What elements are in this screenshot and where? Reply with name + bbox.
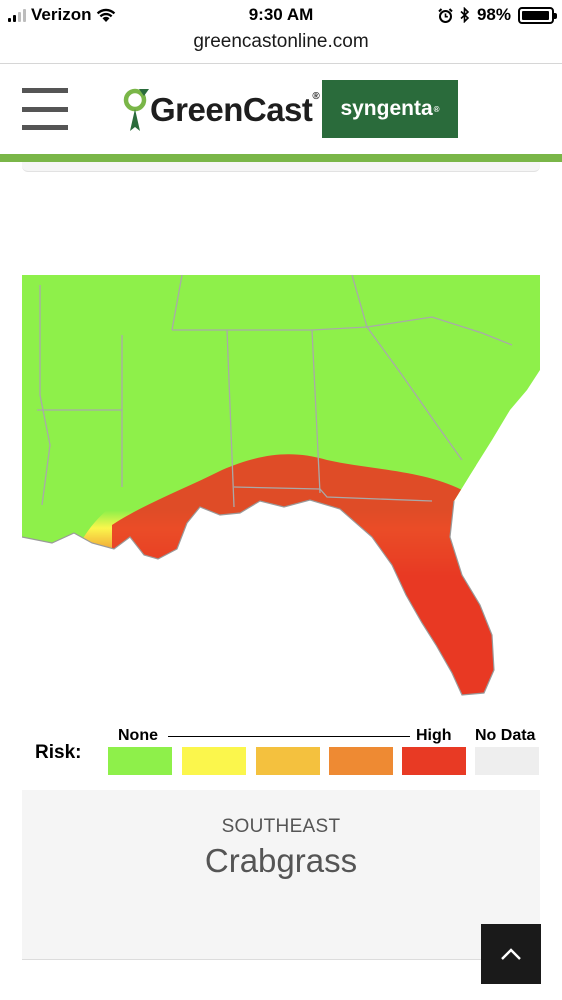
status-bar: Verizon 9:30 AM 98% bbox=[0, 0, 562, 30]
status-right: 98% bbox=[438, 5, 557, 25]
battery-icon bbox=[518, 6, 557, 24]
legend-low-label: None bbox=[118, 727, 158, 744]
previous-card-edge bbox=[22, 162, 540, 172]
greencast-wordmark: GreenCast® bbox=[150, 91, 320, 128]
greencast-logo[interactable]: GreenCast® bbox=[122, 86, 320, 134]
address-bar[interactable]: greencastonline.com bbox=[0, 28, 562, 64]
risk-map bbox=[22, 275, 540, 715]
map-info-card[interactable]: SOUTHEAST Crabgrass bbox=[22, 790, 540, 960]
legend-swatch-elevated bbox=[329, 747, 393, 775]
wifi-icon bbox=[97, 8, 116, 22]
url-text: greencastonline.com bbox=[193, 31, 369, 52]
site-header: GreenCast® syngenta ® bbox=[0, 64, 562, 156]
legend-swatch-none bbox=[108, 747, 172, 775]
status-left: Verizon bbox=[8, 5, 116, 25]
risk-legend: Risk: None High No Data bbox=[0, 722, 562, 782]
legend-swatch-low bbox=[182, 747, 246, 775]
chevron-up-icon bbox=[501, 948, 521, 960]
clock: 9:30 AM bbox=[248, 5, 314, 24]
greencast-flag-icon bbox=[123, 88, 149, 131]
legend-high-label: High bbox=[416, 727, 452, 744]
carrier-name: Verizon bbox=[31, 5, 92, 24]
battery-percent: 98% bbox=[476, 5, 511, 24]
legend-title: Risk: bbox=[35, 742, 82, 763]
hamburger-menu-icon[interactable] bbox=[22, 88, 68, 130]
bluetooth-icon bbox=[460, 7, 470, 23]
legend-scale-line bbox=[168, 736, 410, 737]
header-accent-bar bbox=[0, 154, 562, 162]
legend-swatch-no-data bbox=[475, 747, 539, 775]
legend-swatch-high bbox=[402, 747, 466, 775]
back-to-top-button[interactable] bbox=[481, 924, 541, 984]
alarm-icon bbox=[438, 7, 453, 23]
legend-no-data-label: No Data bbox=[475, 727, 536, 744]
syngenta-logo[interactable]: syngenta ® bbox=[322, 80, 458, 138]
legend-swatch-medium bbox=[256, 747, 320, 775]
signal-icon bbox=[8, 8, 26, 22]
region-name: SOUTHEAST bbox=[221, 816, 341, 837]
pest-name: Crabgrass bbox=[204, 842, 358, 879]
